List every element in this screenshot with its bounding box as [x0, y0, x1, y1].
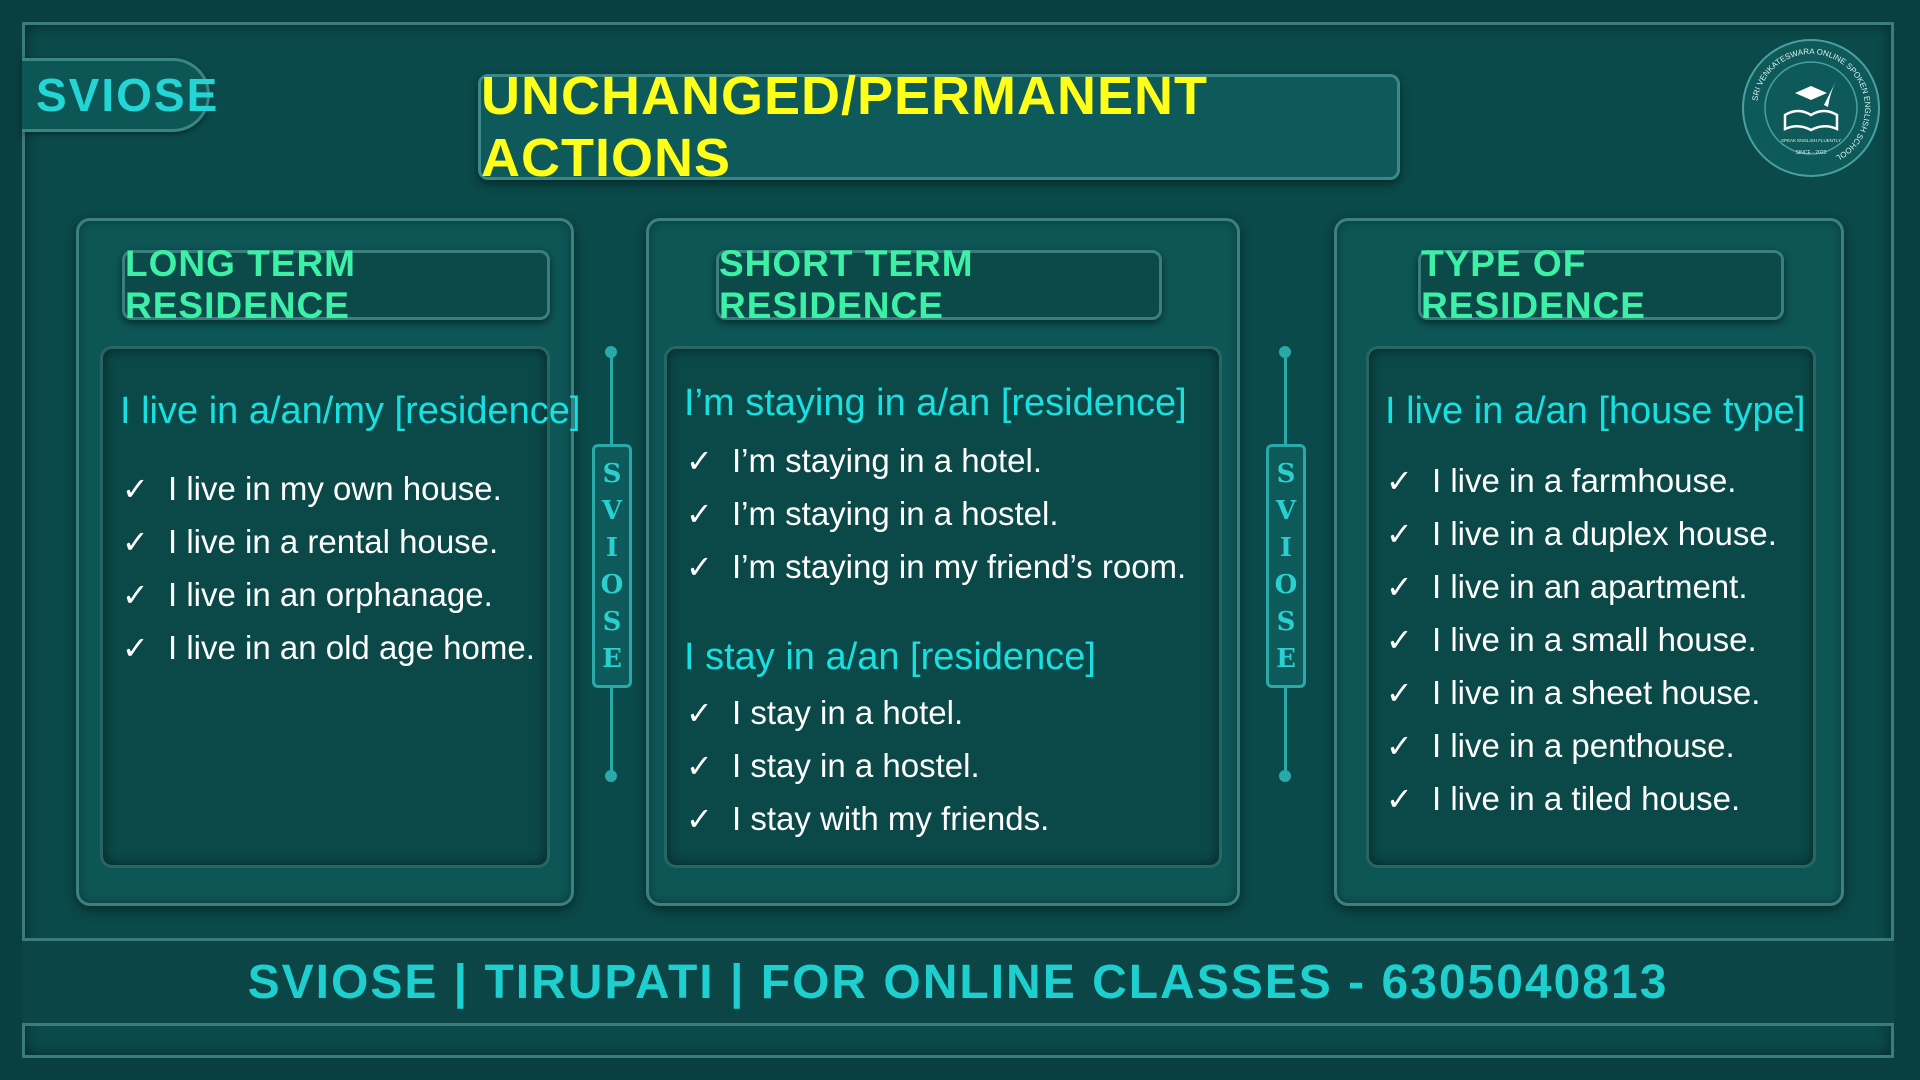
- list-item: ✓ I live in a sheet house.: [1386, 674, 1760, 712]
- footer-contact: SVIOSE | TIRUPATI | FOR ONLINE CLASSES -…: [22, 938, 1894, 1026]
- divider-letter: V: [1275, 495, 1297, 526]
- list-item: ✓ I live in an old age home.: [122, 629, 535, 667]
- list-item-text: I’m staying in a hostel.: [732, 495, 1059, 532]
- divider-letter: I: [1279, 532, 1293, 563]
- check-icon: ✓: [1386, 622, 1413, 658]
- list-item-text: I live in an apartment.: [1432, 568, 1748, 605]
- list-item: ✓ I live in a duplex house.: [1386, 515, 1777, 553]
- list-item-text: I stay with my friends.: [732, 800, 1050, 837]
- divider-letter: S: [602, 458, 622, 489]
- check-icon: ✓: [686, 748, 713, 784]
- list-item: ✓ I live in a tiled house.: [1386, 780, 1740, 818]
- check-icon: ✓: [1386, 728, 1413, 764]
- list-item-text: I live in an orphanage.: [168, 576, 493, 613]
- list-item-text: I live in a sheet house.: [1432, 674, 1761, 711]
- short-term-body: [664, 346, 1222, 868]
- divider-letter: V: [601, 495, 623, 526]
- divider-letter: S: [602, 606, 622, 637]
- list-item: ✓ I’m staying in a hotel.: [686, 442, 1042, 480]
- list-item-text: I live in my own house.: [168, 470, 502, 507]
- list-item: ✓ I live in a penthouse.: [1386, 727, 1735, 765]
- check-icon: ✓: [1386, 569, 1413, 605]
- list-item-text: I stay in a hotel.: [732, 694, 964, 731]
- list-item: ✓ I live in an apartment.: [1386, 568, 1748, 606]
- list-item-text: I’m staying in my friend’s room.: [732, 548, 1187, 585]
- check-icon: ✓: [122, 577, 149, 613]
- list-item: ✓ I stay with my friends.: [686, 800, 1049, 838]
- list-item: ✓ I stay in a hotel.: [686, 694, 963, 732]
- check-icon: ✓: [686, 443, 713, 479]
- divider-letter: S: [1276, 458, 1296, 489]
- check-icon: ✓: [122, 630, 149, 666]
- list-item: ✓ I’m staying in a hostel.: [686, 495, 1059, 533]
- long-term-header: LONG TERM RESIDENCE: [122, 243, 550, 326]
- list-item-text: I live in a penthouse.: [1432, 727, 1735, 764]
- list-item-text: I’m staying in a hotel.: [732, 442, 1042, 479]
- short-term-header: SHORT TERM RESIDENCE: [716, 243, 1162, 326]
- list-item: ✓ I live in my own house.: [122, 470, 502, 508]
- list-item-text: I live in a duplex house.: [1432, 515, 1777, 552]
- list-item: ✓ I live in a rental house.: [122, 523, 498, 561]
- divider-letter: S: [1276, 606, 1296, 637]
- check-icon: ✓: [686, 695, 713, 731]
- check-icon: ✓: [1386, 781, 1413, 817]
- list-item-text: I live in a farmhouse.: [1432, 462, 1737, 499]
- list-item-text: I stay in a hostel.: [732, 747, 980, 784]
- divider-letter: I: [605, 532, 619, 563]
- check-icon: ✓: [1386, 463, 1413, 499]
- check-icon: ✓: [122, 524, 149, 560]
- list-item: ✓ I live in a small house.: [1386, 621, 1757, 659]
- short-term-heading-2: I stay in a/an [residence]: [684, 636, 1096, 678]
- divider-letter: E: [602, 643, 622, 674]
- page-title: UNCHANGED/PERMANENT ACTIONS: [478, 66, 1400, 188]
- type-heading: I live in a/an [house type]: [1385, 390, 1806, 432]
- logo-since: SINCE - 2023: [1796, 150, 1827, 156]
- check-icon: ✓: [686, 496, 713, 532]
- divider-letter: O: [1274, 569, 1298, 600]
- check-icon: ✓: [686, 801, 713, 837]
- list-item-text: I live in a rental house.: [168, 523, 499, 560]
- list-item: ✓ I live in a farmhouse.: [1386, 462, 1736, 500]
- book-icon: [1783, 109, 1839, 132]
- list-item: ✓ I stay in a hostel.: [686, 747, 980, 785]
- list-item-text: I live in a tiled house.: [1432, 780, 1741, 817]
- list-item: ✓ I’m staying in my friend’s room.: [686, 548, 1186, 586]
- check-icon: ✓: [686, 549, 713, 585]
- long-term-heading: I live in a/an/my [residence]: [120, 390, 581, 432]
- brand-tag: SVIOSE: [22, 58, 217, 132]
- short-term-heading-1: I’m staying in a/an [residence]: [684, 382, 1187, 424]
- check-icon: ✓: [1386, 675, 1413, 711]
- type-header: TYPE OF RESIDENCE: [1418, 243, 1784, 326]
- divider-letter: O: [600, 569, 624, 600]
- list-item: ✓ I live in an orphanage.: [122, 576, 493, 614]
- check-icon: ✓: [1386, 516, 1413, 552]
- divider-letter: E: [1276, 643, 1296, 674]
- logo-ribbon: SPEAK ENGLISH FLUENTLY: [1781, 138, 1841, 143]
- long-term-body: [100, 346, 550, 868]
- list-item-text: I live in a small house.: [1432, 621, 1757, 658]
- graduation-cap-icon: [1795, 86, 1827, 100]
- feather-icon: [1824, 81, 1836, 107]
- list-item-text: I live in an old age home.: [168, 629, 535, 666]
- school-logo: SRI VENKATESWARA ONLINE SPOKEN ENGLISH S…: [1742, 39, 1880, 177]
- check-icon: ✓: [122, 471, 149, 507]
- type-body: [1366, 346, 1816, 868]
